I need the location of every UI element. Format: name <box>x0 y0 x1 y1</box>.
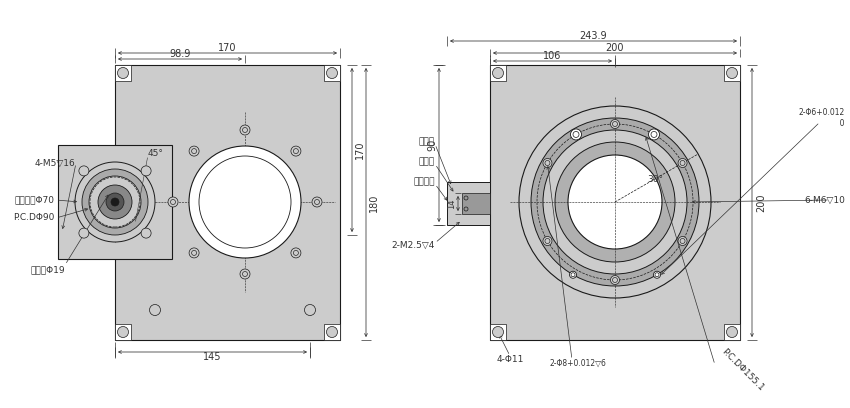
Circle shape <box>519 106 711 298</box>
Circle shape <box>240 125 250 135</box>
Circle shape <box>89 176 141 228</box>
Circle shape <box>141 228 151 238</box>
Text: 30°: 30° <box>647 175 663 184</box>
Circle shape <box>678 237 687 246</box>
Bar <box>324 324 340 340</box>
Text: 243.9: 243.9 <box>580 31 607 41</box>
Circle shape <box>555 142 675 262</box>
Text: 106: 106 <box>543 51 562 61</box>
Text: 170: 170 <box>355 141 365 159</box>
Bar <box>490 324 506 340</box>
Circle shape <box>79 228 89 238</box>
Circle shape <box>98 185 132 219</box>
Circle shape <box>543 158 552 168</box>
Text: 90: 90 <box>427 139 437 151</box>
Circle shape <box>79 166 89 176</box>
Circle shape <box>492 326 503 337</box>
Circle shape <box>189 146 199 156</box>
Circle shape <box>610 120 620 129</box>
Circle shape <box>727 67 738 78</box>
Text: 170: 170 <box>218 43 237 53</box>
Circle shape <box>75 162 155 242</box>
Circle shape <box>141 166 151 176</box>
Bar <box>58 145 172 259</box>
Text: 4-M5▽16: 4-M5▽16 <box>34 158 75 168</box>
Text: 6-M6▽10: 6-M6▽10 <box>804 195 845 204</box>
Text: 传感器: 传感器 <box>419 157 435 166</box>
Bar <box>115 65 131 81</box>
Text: 马达凸圆Φ70: 马达凸圆Φ70 <box>15 195 55 204</box>
Text: 2-M2.5▽4: 2-M2.5▽4 <box>392 240 435 250</box>
Circle shape <box>654 271 660 278</box>
Bar <box>447 182 490 225</box>
Bar <box>490 65 740 340</box>
Circle shape <box>531 118 699 286</box>
Circle shape <box>570 271 576 278</box>
Bar <box>324 65 340 81</box>
Circle shape <box>326 67 337 78</box>
Circle shape <box>543 130 687 274</box>
Text: 45°: 45° <box>148 149 164 157</box>
Circle shape <box>117 326 128 337</box>
Text: P.C.DΦ90: P.C.DΦ90 <box>14 213 55 222</box>
Circle shape <box>570 129 581 140</box>
Bar <box>724 65 740 81</box>
Text: 98.9: 98.9 <box>169 49 190 59</box>
Circle shape <box>649 129 660 140</box>
Text: 180: 180 <box>369 193 379 212</box>
Circle shape <box>291 146 301 156</box>
Bar <box>115 324 131 340</box>
Text: 145: 145 <box>203 352 222 362</box>
Circle shape <box>326 326 337 337</box>
Circle shape <box>727 326 738 337</box>
Text: P.C.DΦ155.1: P.C.DΦ155.1 <box>720 347 766 393</box>
Text: 感应支架: 感应支架 <box>413 177 435 186</box>
Text: 200: 200 <box>756 193 766 212</box>
Text: 4-Φ11: 4-Φ11 <box>496 355 524 364</box>
Circle shape <box>240 269 250 279</box>
Circle shape <box>189 248 199 258</box>
Bar <box>490 65 506 81</box>
Circle shape <box>610 275 620 284</box>
Bar <box>724 324 740 340</box>
Circle shape <box>106 193 124 211</box>
Circle shape <box>543 237 552 246</box>
Circle shape <box>111 198 119 206</box>
Circle shape <box>304 304 315 315</box>
Circle shape <box>150 304 161 315</box>
Circle shape <box>568 155 662 249</box>
Text: 2-Φ6+0.012
       0: 2-Φ6+0.012 0 <box>799 108 845 128</box>
Circle shape <box>678 158 687 168</box>
Text: 入力轴Φ19: 入力轴Φ19 <box>31 266 65 275</box>
Bar <box>462 193 490 214</box>
Circle shape <box>189 146 301 258</box>
Circle shape <box>168 197 178 207</box>
Circle shape <box>82 169 148 235</box>
Text: 200: 200 <box>606 43 624 53</box>
Circle shape <box>291 248 301 258</box>
Text: 14: 14 <box>447 198 456 209</box>
Bar <box>115 65 340 340</box>
Circle shape <box>117 67 128 78</box>
Circle shape <box>492 67 503 78</box>
Circle shape <box>312 197 322 207</box>
Text: 感应片: 感应片 <box>419 137 435 146</box>
Text: 2-Φ8+0.012▽6: 2-Φ8+0.012▽6 <box>550 359 606 368</box>
